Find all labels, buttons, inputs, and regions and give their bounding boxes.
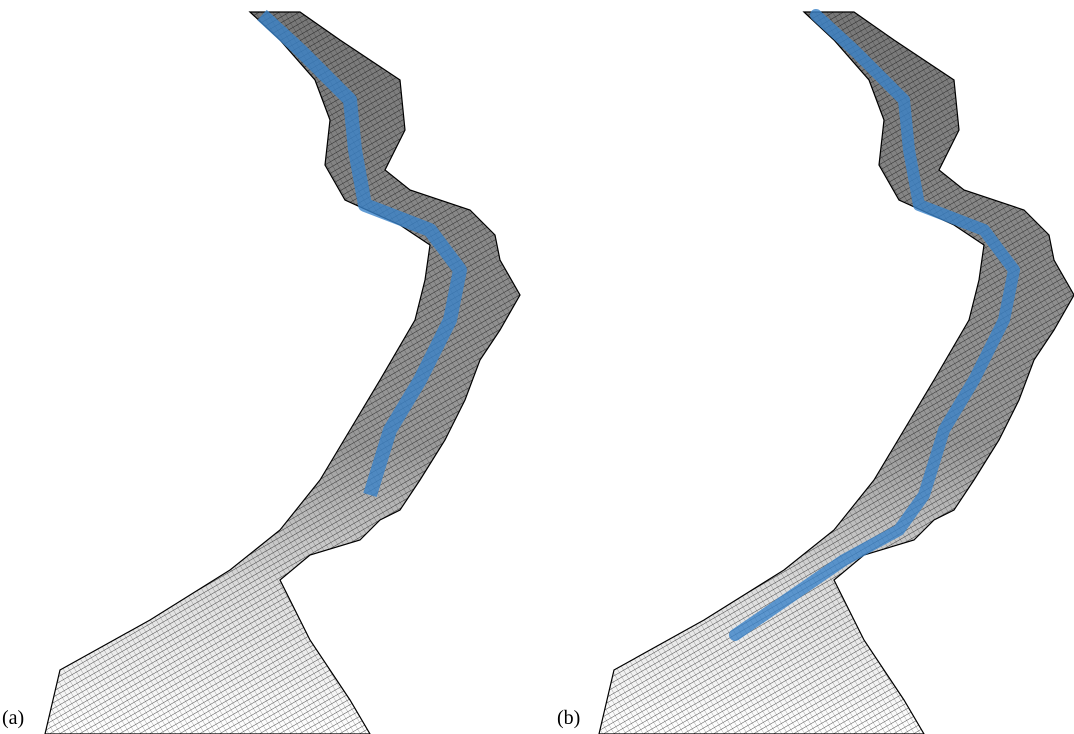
mesh: [45, 12, 520, 734]
panel-label: (b): [557, 707, 580, 729]
panel-b: (b): [557, 12, 1074, 734]
mesh: [599, 12, 1074, 734]
figure: (a) (b): [0, 0, 1074, 734]
panel-a: (a): [2, 12, 520, 734]
panel-label: (a): [2, 707, 24, 729]
